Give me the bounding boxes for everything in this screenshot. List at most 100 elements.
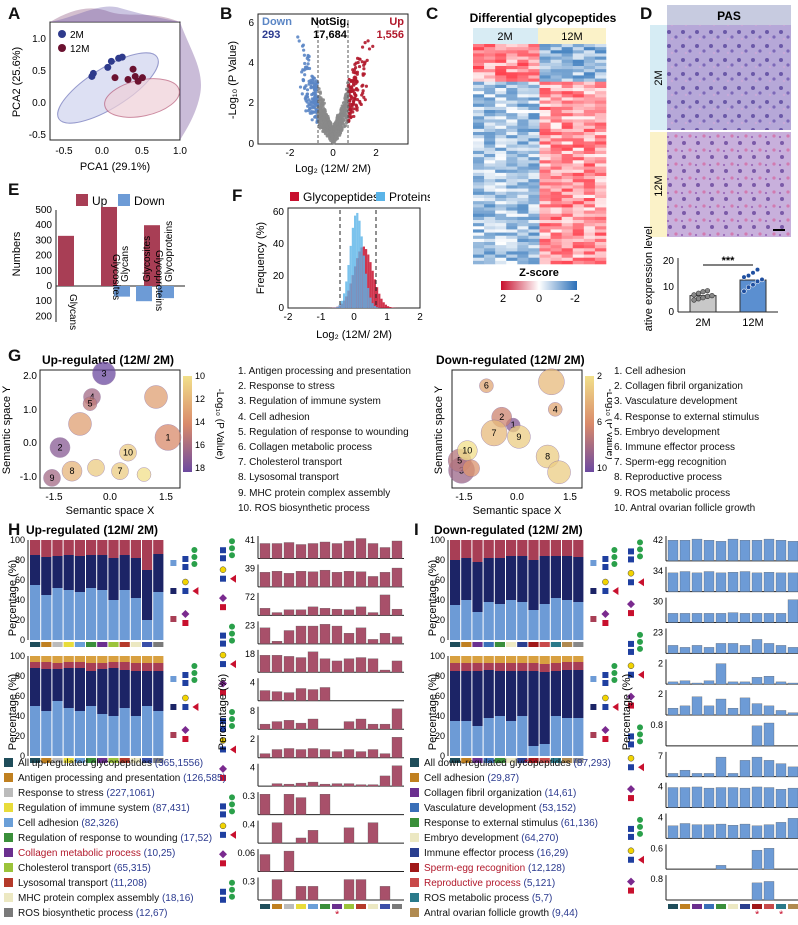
heatmap-cell — [561, 97, 574, 101]
heatmap-cell — [484, 135, 496, 139]
stack-seg-dark — [472, 562, 483, 612]
heatmap-cell — [517, 144, 529, 149]
glycan-square-icon — [182, 704, 189, 710]
heatmap-cell — [495, 147, 507, 152]
glycan-square-icon — [628, 556, 634, 563]
heatmap-cell — [473, 59, 485, 64]
stack-ytick: 80 — [435, 671, 445, 681]
legend-h-count: (126,585) — [183, 773, 226, 784]
heatmap-cell — [517, 245, 529, 249]
f-bar-proteins — [371, 303, 374, 308]
small-xcolor — [344, 904, 354, 909]
stack-seg-light — [142, 620, 153, 640]
go-up-term: 6. Collagen metabolic process — [238, 442, 372, 454]
stack-ytick: 40 — [435, 711, 445, 721]
stack-xcolor — [573, 642, 584, 647]
heatmap-cell — [506, 72, 518, 76]
f-bar-proteins — [349, 245, 352, 308]
legend-h-item: Antigen processing and presentation (126… — [4, 773, 226, 788]
heatmap-cell — [473, 66, 485, 70]
small-bar — [367, 749, 379, 758]
volcano-point — [352, 96, 357, 100]
heatmap-cell — [473, 119, 485, 123]
heatmap-cell — [484, 157, 496, 161]
heatmap-cell — [484, 213, 496, 218]
legend-h: All up-regulated glycopeptides (365,1556… — [4, 758, 226, 923]
heatmap-cell — [539, 154, 551, 158]
pas-sig: *** — [722, 255, 736, 267]
stack-seg-light — [41, 595, 52, 640]
f-bar-glycopeptides — [378, 293, 381, 308]
stack-seg-light — [472, 726, 483, 756]
stack-seg-orange — [550, 656, 561, 663]
heatmap-scale-tick-0: 2 — [500, 293, 506, 305]
heatmap-cell — [572, 56, 585, 61]
heatmap-cell — [594, 69, 607, 73]
glycan-circle-icon — [637, 830, 643, 837]
stack-xcolor — [86, 758, 97, 763]
heatmap-cell — [572, 100, 585, 105]
legend-i-item: Reproductive process (5,121) — [410, 878, 611, 893]
heatmap-cell — [506, 125, 518, 130]
small-bar — [787, 818, 798, 839]
heatmap-cell — [561, 106, 574, 111]
heatmap-cell — [473, 207, 485, 211]
stack-ytick: 20 — [435, 615, 445, 625]
volcano-point — [357, 64, 362, 69]
stack-ytick: 20 — [15, 731, 25, 741]
heatmap-cell — [495, 251, 507, 255]
heatmap-cell — [561, 232, 574, 237]
heatmap-cell — [594, 59, 607, 64]
heatmap-cell — [484, 97, 496, 101]
heatmap-cell — [572, 188, 585, 193]
heatmap-cell — [528, 194, 540, 199]
heatmap-cell — [583, 179, 596, 183]
heatmap-cell — [539, 260, 551, 265]
glycan-diamond-icon — [219, 850, 227, 859]
small-bar — [295, 886, 307, 901]
heatmap-cell — [495, 245, 507, 249]
small-bar — [715, 865, 727, 870]
stack-seg-dark — [506, 556, 517, 600]
glycan-diamond-icon — [181, 726, 190, 734]
small-bar — [295, 722, 307, 730]
heatmap-cell — [561, 216, 574, 221]
volcano-point — [367, 47, 372, 51]
small-bar — [703, 540, 715, 561]
heatmap-cell — [561, 72, 574, 76]
glycan-square-icon — [182, 620, 189, 626]
heatmap-cell — [528, 238, 540, 243]
heatmap-cell — [594, 66, 607, 70]
glycan-square-icon — [628, 733, 634, 740]
heatmap-cell — [473, 260, 485, 265]
heatmap-cell — [473, 110, 485, 114]
heatmap-cell — [517, 232, 529, 237]
heatmap-cell — [484, 198, 496, 202]
stack-seg-red — [472, 663, 483, 671]
go-down-ylabel: Semantic space Y — [433, 385, 445, 474]
heatmap-cell — [484, 260, 496, 265]
f-ytick-3: 60 — [273, 207, 285, 218]
heatmap-cell — [594, 245, 607, 249]
heatmap-cell — [473, 103, 485, 108]
stack-seg-red — [506, 663, 517, 671]
heatmap-cell — [594, 84, 607, 89]
heatmap-cell — [594, 44, 607, 48]
pca-ytick-2: 0.0 — [32, 98, 46, 109]
go-down-term: 8. Reproductive process — [614, 472, 722, 484]
heatmap-cell — [572, 204, 585, 208]
heatmap-cell — [572, 135, 585, 139]
heatmap-cell — [484, 160, 496, 164]
heatmap-cell — [561, 248, 574, 252]
heatmap-cell — [495, 191, 507, 196]
heatmap-group-12m — [538, 28, 606, 44]
go-bubble-label: 5 — [87, 399, 92, 409]
small-max-label: 39 — [245, 563, 255, 573]
small-bar — [679, 647, 691, 654]
glycan-circle-icon — [637, 553, 643, 560]
legend-h-count: (17,52) — [180, 833, 213, 844]
small-xcolor — [368, 904, 378, 909]
stack-seg-orange — [86, 656, 97, 663]
heatmap-cell — [550, 94, 562, 98]
heatmap-cell — [495, 235, 507, 240]
